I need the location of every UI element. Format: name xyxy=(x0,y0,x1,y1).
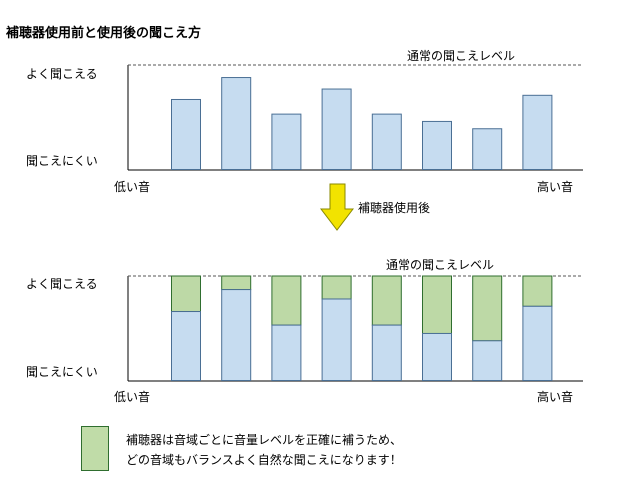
bar-after-aid-4 xyxy=(321,275,352,300)
y-label-good-bottom: よく聞こえる xyxy=(26,277,98,291)
x-label-low-bottom: 低い音 xyxy=(114,390,151,404)
bar-after-aid-3 xyxy=(271,275,302,326)
bar-after-base-1 xyxy=(171,311,201,381)
diagram-title: 補聴器使用前と使用後の聞こえ方 xyxy=(6,26,202,41)
bar-after-aid-8 xyxy=(522,275,553,307)
bar-after-aid-1 xyxy=(171,275,201,313)
bar-after-base-5 xyxy=(371,324,402,381)
bar-after-base-2 xyxy=(221,289,252,381)
bar-after-aid-6 xyxy=(422,275,452,334)
bar-before-8 xyxy=(522,94,553,170)
bar-after-base-7 xyxy=(472,340,503,382)
bar-before-5 xyxy=(371,113,402,170)
x-label-high-bottom: 高い音 xyxy=(537,390,574,404)
legend-swatch-green xyxy=(81,426,109,471)
bar-before-4 xyxy=(321,88,352,170)
bar-before-1 xyxy=(171,98,201,170)
bar-after-base-6 xyxy=(422,332,452,382)
x-label-low-top: 低い音 xyxy=(114,180,151,194)
legend-line-2: どの音域もバランスよく自然な聞こえになります！ xyxy=(126,453,402,467)
bar-after-aid-2 xyxy=(221,275,252,291)
bar-before-3 xyxy=(271,113,302,170)
bar-after-base-4 xyxy=(321,298,352,381)
bars-before xyxy=(171,77,553,170)
arrow-label: 補聴器使用後 xyxy=(358,201,431,215)
bar-before-2 xyxy=(221,77,252,170)
down-arrow-icon xyxy=(319,183,355,231)
bar-after-aid-5 xyxy=(371,275,402,326)
bar-after-base-8 xyxy=(522,305,553,381)
x-label-high-top: 高い音 xyxy=(537,180,574,194)
normal-level-label-bottom: 通常の聞こえレベル xyxy=(386,258,495,272)
bar-after-base-3 xyxy=(271,324,302,381)
y-label-good-top: よく聞こえる xyxy=(26,67,98,81)
y-label-poor-bottom: 聞こえにくい xyxy=(26,365,98,379)
bars-after xyxy=(171,275,553,382)
bar-before-7 xyxy=(472,128,503,170)
y-label-poor-top: 聞こえにくい xyxy=(26,154,98,168)
normal-level-label-top: 通常の聞こえレベル xyxy=(407,49,516,63)
legend-line-1: 補聴器は音域ごとに音量レベルを正確に補うため、 xyxy=(126,433,403,447)
bar-after-aid-7 xyxy=(472,275,503,342)
bar-before-6 xyxy=(422,120,452,170)
